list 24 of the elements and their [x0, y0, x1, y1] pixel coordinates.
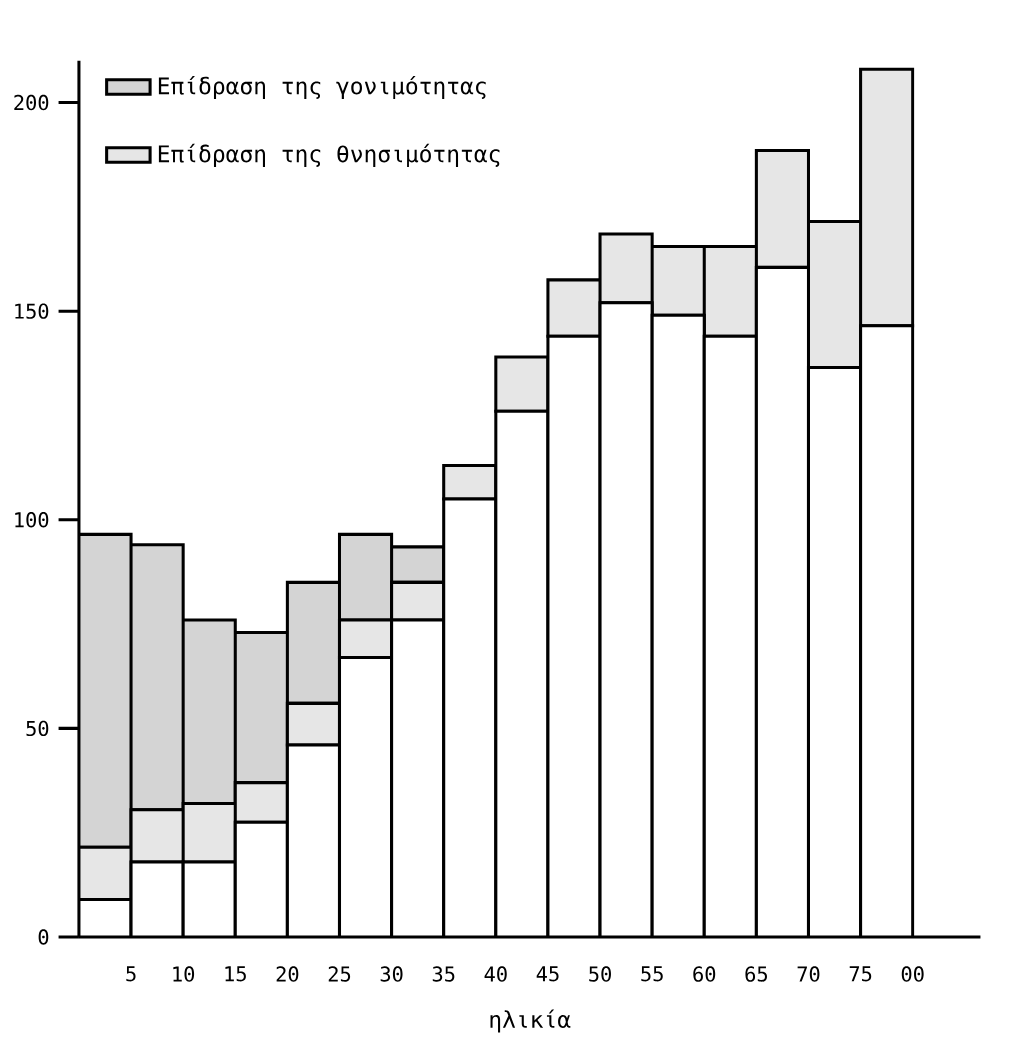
x-tick-label: 00 — [901, 966, 924, 982]
x-tick-label: 65 — [745, 966, 768, 982]
x-axis-title: ηλικία — [490, 1009, 571, 1033]
y-tick-label: 150 — [15, 303, 49, 319]
x-tick-label: 70 — [797, 966, 820, 982]
y-tick-label: 0 — [38, 929, 49, 945]
x-tick-label: 25 — [328, 966, 351, 982]
x-tick-label: 75 — [849, 966, 872, 982]
x-tick-label: 50 — [589, 966, 612, 982]
y-tick-label: 200 — [14, 94, 49, 111]
x-tick-label: 20 — [276, 966, 299, 982]
x-tick-label: 35 — [432, 966, 455, 982]
x-tick-label: 15 — [225, 966, 247, 982]
y-tick-label: 50 — [26, 720, 49, 737]
y-tick-label: 100 — [15, 512, 49, 528]
x-tick-label: 45 — [536, 966, 559, 982]
x-tick-label: 55 — [641, 966, 663, 982]
x-tick-label: 40 — [484, 966, 507, 982]
x-tick-label: 30 — [380, 966, 403, 982]
legend-label: Επίδραση της γονιμότητας — [159, 75, 486, 100]
x-tick-label: 5 — [126, 966, 136, 982]
x-tick-label: 60 — [693, 966, 716, 982]
legend-label: Επίδραση της θνησιμότητας — [159, 143, 500, 167]
x-tick-label: 10 — [173, 966, 195, 982]
